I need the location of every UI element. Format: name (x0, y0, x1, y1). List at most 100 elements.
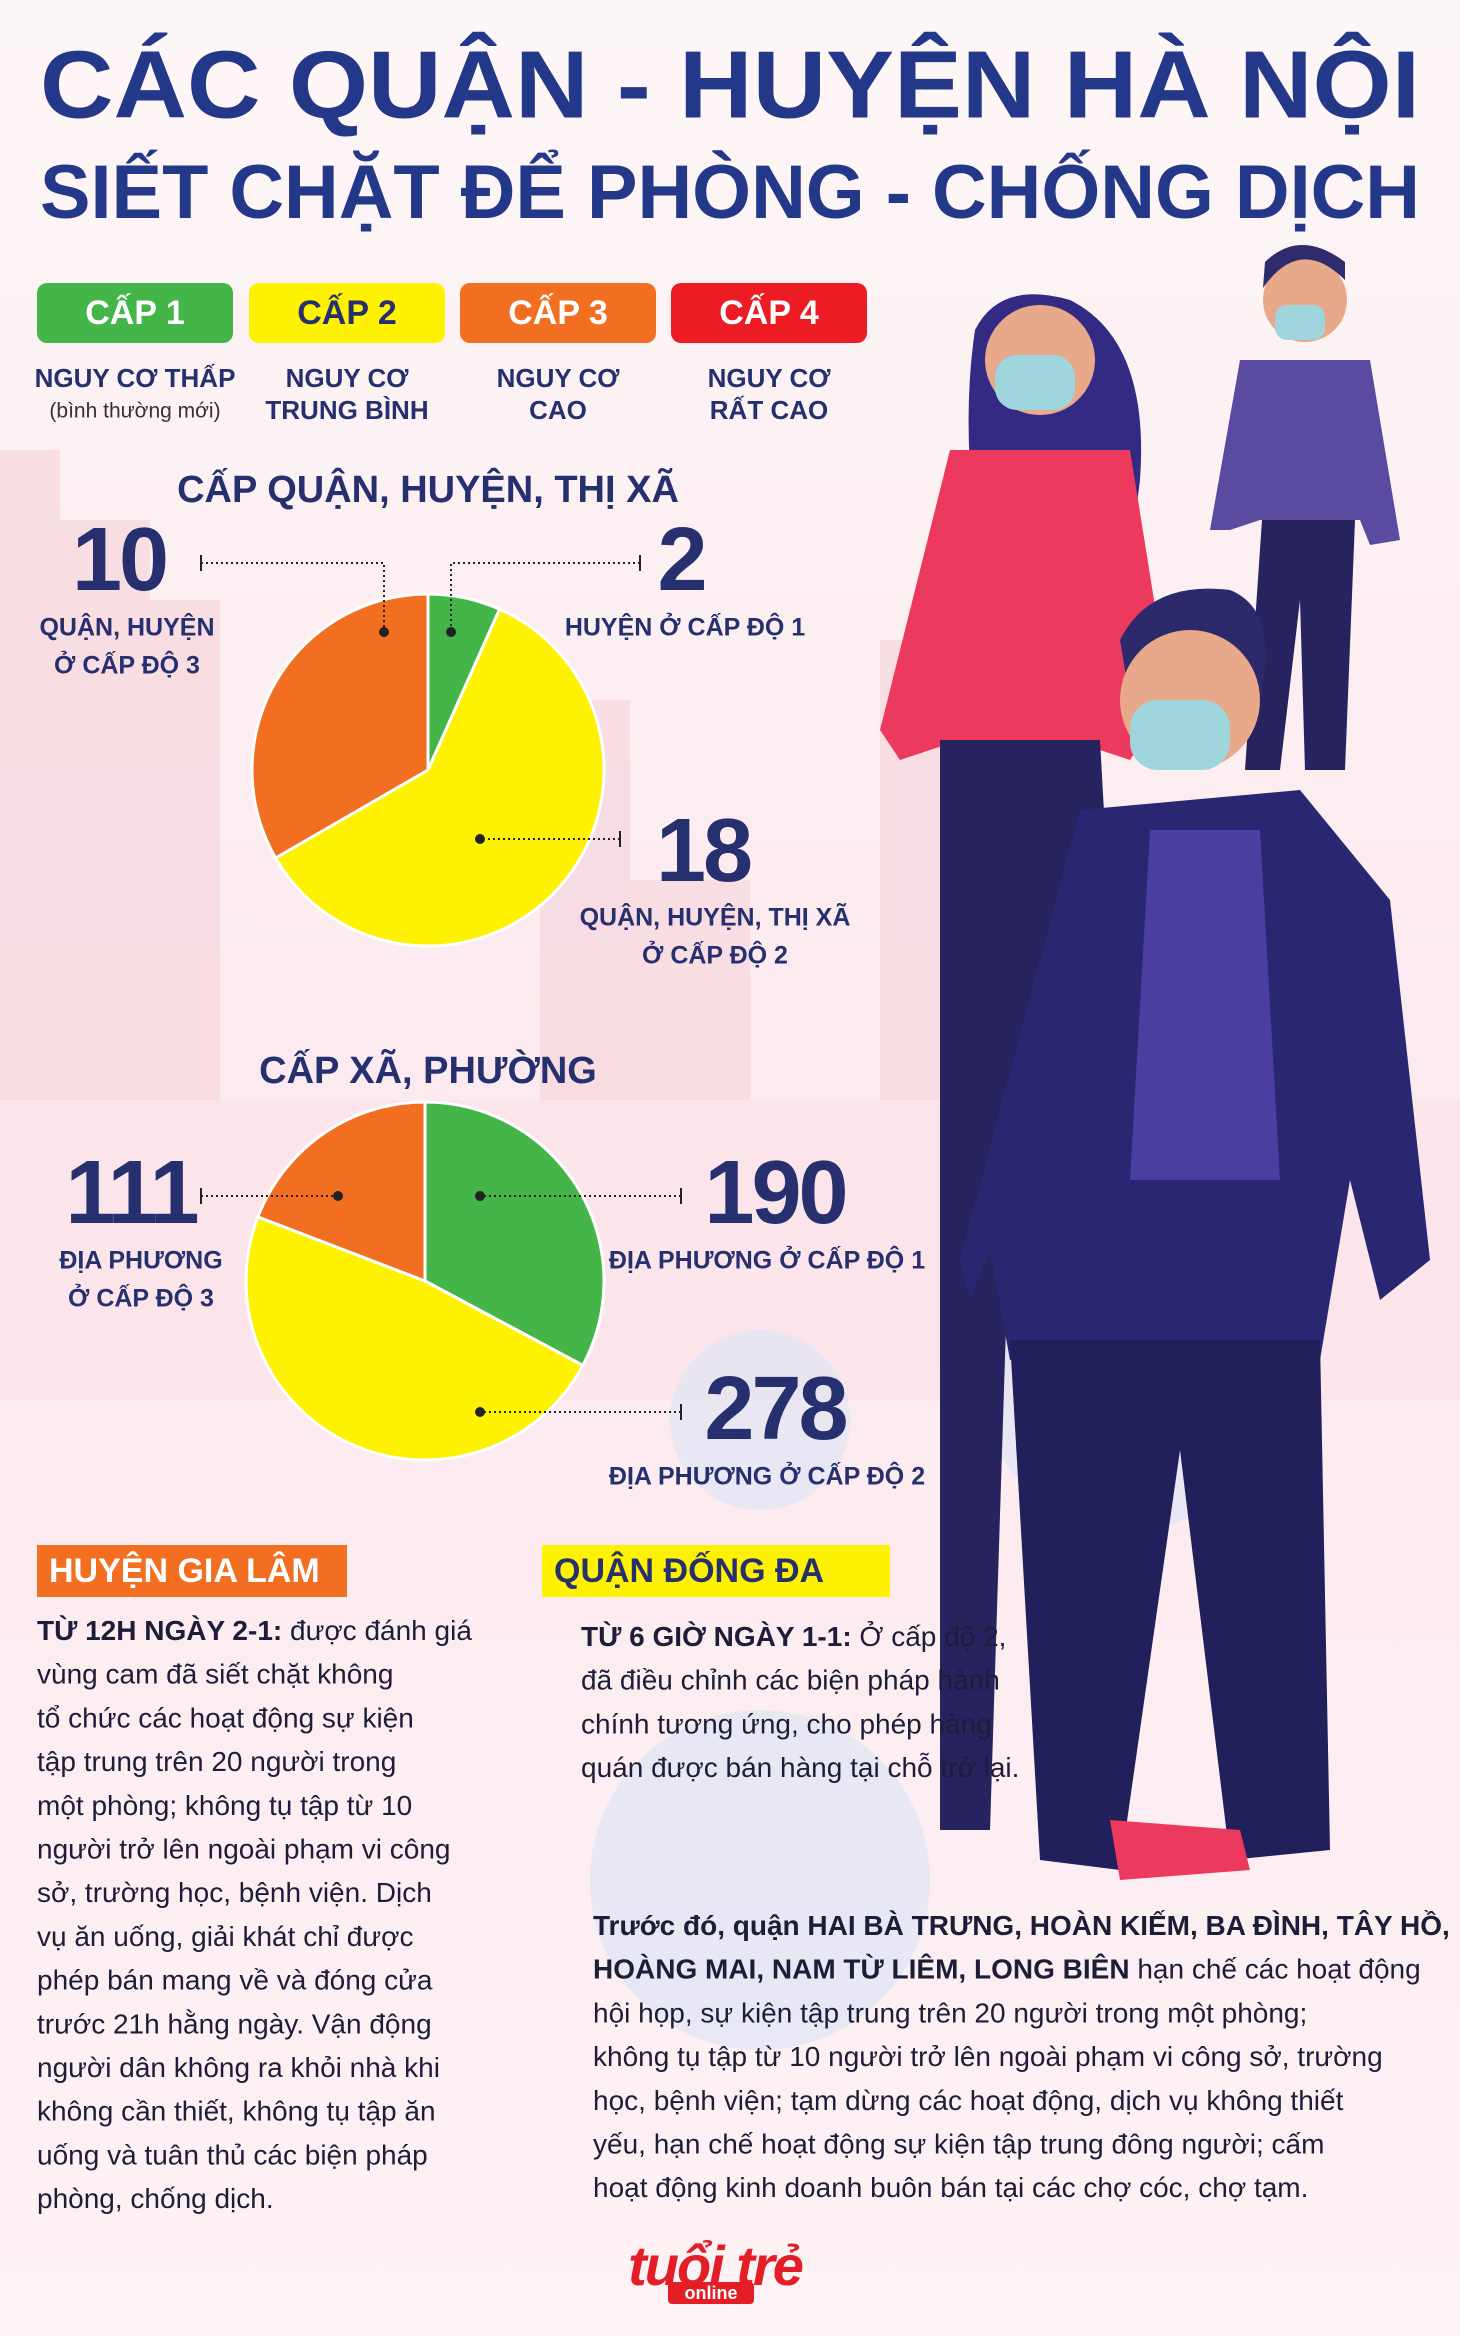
paragraph-text: vụ ăn uống, giải khát chỉ được (37, 1921, 413, 1952)
value-label: 190 (704, 1143, 845, 1243)
level-desc: (bình thường mới) (49, 400, 220, 423)
level-desc: NGUY CƠ THẤP (35, 363, 236, 393)
paragraph-text: một phòng; không tụ tập từ 10 (37, 1790, 412, 1821)
paragraph-text: yếu, hạn chế hoạt động sự kiện tập trung… (593, 2129, 1324, 2160)
paragraph-text: hạn chế các hoạt động (1130, 1954, 1421, 1985)
paragraph-line: uống và tuân thủ các biện pháp (37, 2140, 428, 2171)
level-label: CẤP 3 (508, 294, 608, 332)
leader-line (450, 562, 640, 632)
paragraph-line: tập trung trên 20 người trong (37, 1746, 396, 1777)
paragraph-lead: TỪ 6 GIỜ NGÀY 1-1: (581, 1621, 852, 1652)
pie-slice (273, 607, 606, 948)
section-heading-box (542, 1545, 890, 1597)
chart-title: CẤP XÃ, PHƯỜNG (259, 1048, 597, 1092)
paragraph-line: TỪ 6 GIỜ NGÀY 1-1: Ở cấp độ 2, (581, 1620, 1006, 1652)
value-label: 111 (65, 1143, 197, 1243)
level-desc: CAO (529, 395, 587, 425)
category-label: Ở CẤP ĐỘ 2 (642, 940, 788, 970)
leader-line (201, 562, 385, 632)
title: SIẾT CHẶT ĐỂ PHÒNG - CHỐNG DỊCH (40, 149, 1420, 235)
pie-slice (244, 1214, 585, 1462)
paragraph-line: yếu, hạn chế hoạt động sự kiện tập trung… (593, 2129, 1324, 2160)
paragraph-text: hội họp, sự kiện tập trung trên 20 người… (593, 1998, 1307, 2029)
level-box (671, 283, 867, 343)
paragraph-text: vùng cam đã siết chặt không (37, 1659, 393, 1690)
paragraph-line: người dân không ra khỏi nhà khi (37, 2052, 440, 2083)
value-label: 18 (656, 801, 751, 901)
level-label: CẤP 2 (297, 294, 397, 332)
paragraph-text: HOÀNG MAI, NAM TỪ LIÊM, LONG BIÊN (593, 1954, 1130, 1985)
level-label: CẤP 4 (719, 294, 819, 332)
level-desc: NGUY CƠ (497, 363, 621, 393)
paragraph-text: đã điều chỉnh các biện pháp hành (581, 1665, 1000, 1696)
paragraph-line: sở, trường học, bệnh viện. Dịch (37, 1878, 432, 1909)
paragraph-line: vùng cam đã siết chặt không (37, 1659, 393, 1690)
level-box (37, 283, 233, 343)
category-label: QUẬN, HUYỆN, THỊ XÃ (580, 902, 851, 932)
paragraph-text: tập trung trên 20 người trong (37, 1746, 396, 1777)
paragraph-text: quán được bán hàng tại chỗ trở lại. (581, 1752, 1019, 1783)
paragraph-text: phép bán mang về và đóng cửa (37, 1965, 433, 1996)
category-label: HUYỆN Ở CẤP ĐỘ 1 (565, 612, 805, 642)
content: CÁC QUẬN - HUYỆN HÀ NỘI SIẾT CHẶT ĐỂ PHÒ… (40, 30, 1420, 235)
leader-dot (475, 834, 485, 844)
paragraph-line: hoạt động kinh doanh buôn bán tại các ch… (593, 2173, 1308, 2204)
paragraph-text: tổ chức các hoạt động sự kiện (37, 1703, 414, 1734)
paragraph-line: không tụ tập từ 10 người trở lên ngoài p… (593, 2041, 1383, 2072)
pie-slice (250, 592, 430, 861)
paragraph-line: không cần thiết, không tụ tập ăn (37, 2096, 436, 2127)
paragraph-text: không cần thiết, không tụ tập ăn (37, 2096, 436, 2127)
paragraph-line: học, bệnh viện; tạm dừng các hoạt động, … (593, 2085, 1344, 2116)
leader-dot (333, 1191, 343, 1201)
paragraph-text: Trước đó, quận HAI BÀ TRƯNG, HOÀN KIẾM, … (593, 1910, 1450, 1941)
level-desc: NGUY CƠ (286, 363, 410, 393)
paragraph-text: được đánh giá (282, 1615, 472, 1646)
category-label: QUẬN, HUYỆN (39, 612, 214, 642)
paragraph-line: người trở lên ngoài phạm vi công (37, 1834, 450, 1865)
title: CÁC QUẬN - HUYỆN HÀ NỘI (40, 30, 1420, 138)
logo-sub-box (668, 2282, 754, 2304)
category-label: Ở CẤP ĐỘ 3 (54, 650, 200, 680)
value-label: 2 (657, 510, 704, 610)
category-label: ĐỊA PHƯƠNG Ở CẤP ĐỘ 2 (609, 1461, 925, 1491)
paragraph-text: uống và tuân thủ các biện pháp (37, 2140, 428, 2171)
level-desc: NGUY CƠ (708, 363, 832, 393)
paragraph-line: TỪ 12H NGÀY 2-1: được đánh giá (37, 1615, 472, 1646)
paragraph-text: Ở cấp độ 2, (852, 1620, 1007, 1652)
level-desc: TRUNG BÌNH (265, 395, 428, 425)
pie-slice (423, 1100, 606, 1368)
value-label: 278 (704, 1359, 846, 1459)
paragraph-line: chính tương ứng, cho phép hàng (581, 1709, 992, 1740)
section-heading: QUẬN ĐỐNG ĐA (554, 1551, 824, 1590)
chart-title: CẤP QUẬN, HUYỆN, THỊ XÃ (177, 467, 679, 511)
leader-dot (379, 627, 389, 637)
paragraph-line: đã điều chỉnh các biện pháp hành (581, 1665, 1000, 1696)
paragraph-line: tổ chức các hoạt động sự kiện (37, 1703, 414, 1734)
logo-sub: online (685, 2283, 738, 2303)
paragraph-line: HOÀNG MAI, NAM TỪ LIÊM, LONG BIÊN hạn ch… (593, 1954, 1421, 1985)
level-desc: RẤT CAO (710, 395, 828, 425)
paragraph-text: người trở lên ngoài phạm vi công (37, 1834, 450, 1865)
section-heading: HUYỆN GIA LÂM (49, 1552, 320, 1590)
level-box (249, 283, 445, 343)
level-box (460, 283, 656, 343)
paragraph-text: người dân không ra khỏi nhà khi (37, 2052, 440, 2083)
leader-dot (475, 1191, 485, 1201)
category-label: ĐỊA PHƯƠNG Ở CẤP ĐỘ 1 (609, 1245, 925, 1275)
paragraph-line: trước 21h hằng ngày. Vận động (37, 2009, 432, 2040)
paragraph-text: không tụ tập từ 10 người trở lên ngoài p… (593, 2041, 1383, 2072)
paragraph-line: một phòng; không tụ tập từ 10 (37, 1790, 412, 1821)
paragraph-line: vụ ăn uống, giải khát chỉ được (37, 1921, 413, 1952)
pie-slice (255, 1100, 427, 1284)
paragraph-text: trước 21h hằng ngày. Vận động (37, 2009, 432, 2040)
paragraph-text: hoạt động kinh doanh buôn bán tại các ch… (593, 2173, 1308, 2204)
paragraph-text: chính tương ứng, cho phép hàng (581, 1709, 992, 1740)
leader-dot (446, 627, 456, 637)
paragraph-line: phòng, chống dịch. (37, 2183, 274, 2214)
section-heading-box (37, 1545, 347, 1597)
paragraph-line: quán được bán hàng tại chỗ trở lại. (581, 1752, 1019, 1783)
paragraph-text: sở, trường học, bệnh viện. Dịch (37, 1878, 432, 1909)
category-label: Ở CẤP ĐỘ 3 (68, 1283, 214, 1313)
paragraph-text: học, bệnh viện; tạm dừng các hoạt động, … (593, 2085, 1344, 2116)
